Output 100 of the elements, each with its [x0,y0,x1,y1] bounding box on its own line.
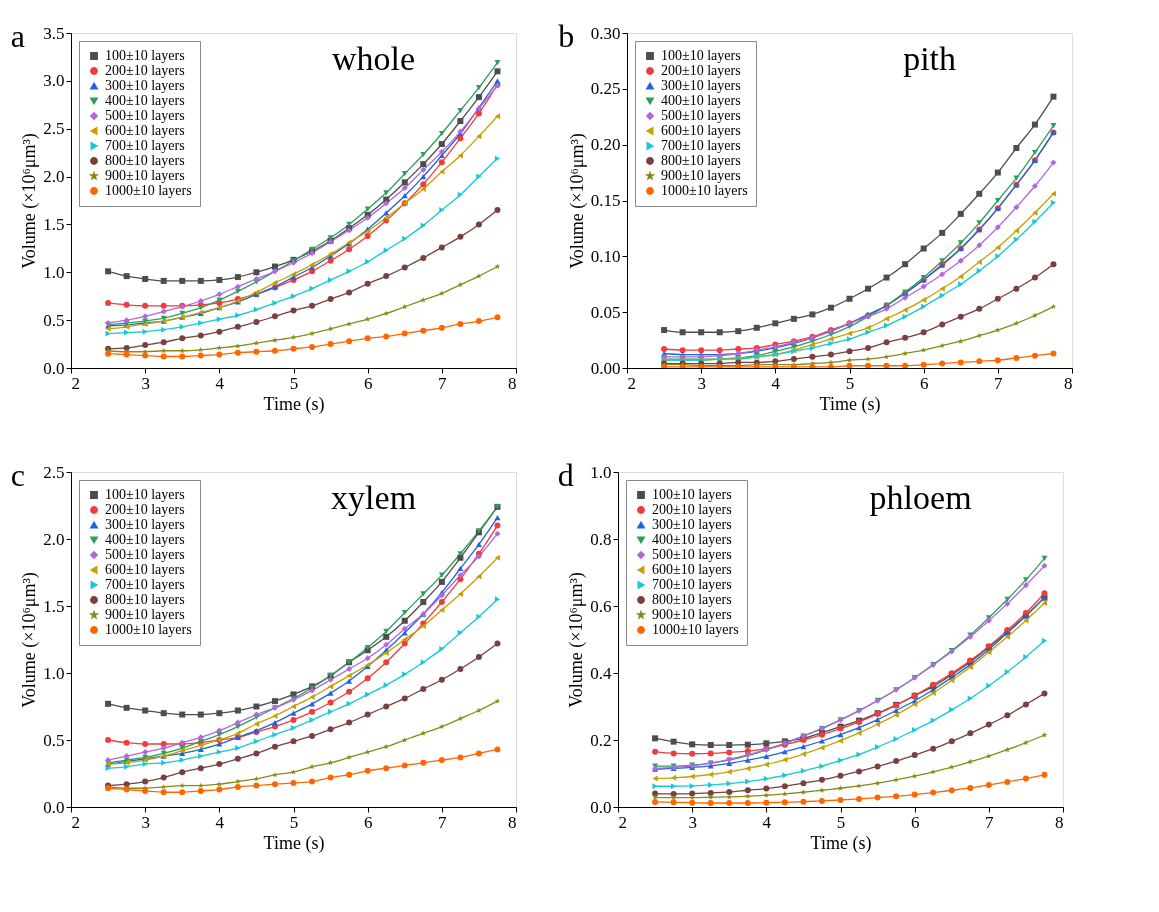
y-tick-label: 0.0 [590,797,612,817]
legend-label: 400±10 layers [105,93,185,108]
legend-label: 900±10 layers [652,607,732,622]
legend-label: 1000±10 layers [105,622,192,637]
y-axis-title: Volume (×10⁶μm³) [566,572,588,708]
x-tick-label: 2 [618,812,627,832]
x-tick-label: 3 [141,373,150,393]
legend-label: 1000±10 layers [652,622,739,637]
x-tick-label: 4 [762,812,772,832]
legend-label: 800±10 layers [105,592,185,607]
y-tick-label: 0.4 [590,663,612,683]
legend-label: 1000±10 layers [105,183,192,198]
y-tick-label: 1.5 [43,596,65,616]
x-tick-label: 8 [1064,373,1073,393]
legend-label: 900±10 layers [661,168,741,183]
x-tick-label: 5 [845,373,855,393]
chart-title: b [558,18,575,54]
x-tick-label: 8 [508,812,517,832]
legend-label: 400±10 layers [652,532,732,547]
y-tick-label: 0.6 [590,596,612,616]
legend-label: 200±10 layers [105,63,185,78]
chart-title: a [10,18,25,54]
legend-label: 100±10 layers [105,487,185,502]
y-tick-label: 3.5 [43,23,65,43]
x-tick-label: 8 [1055,812,1064,832]
x-tick-label: 2 [71,373,80,393]
x-axis-title: Time (s) [263,832,325,854]
x-tick-label: 3 [697,373,706,393]
legend-label: 300±10 layers [105,78,185,93]
legend-label: 700±10 layers [652,577,732,592]
x-tick-label: 6 [919,373,929,393]
chart-title: d [557,457,574,493]
legend-label: 600±10 layers [105,562,185,577]
x-axis-title: Time (s) [263,393,325,415]
legend-label: 200±10 layers [652,502,732,517]
legend-label: 500±10 layers [105,108,185,123]
y-tick-label: 1.0 [43,663,65,683]
y-tick-label: 0.15 [590,191,621,210]
y-tick-label: 0.30 [590,23,621,43]
legend-label: 700±10 layers [105,138,185,153]
y-tick-label: 0.00 [590,358,621,378]
x-tick-label: 2 [627,373,636,393]
legend-label: 700±10 layers [105,577,185,592]
legend-label: 500±10 layers [105,547,185,562]
legend-label: 100±10 layers [105,48,185,63]
legend-label: 200±10 layers [661,63,741,78]
y-tick-label: 0.0 [43,358,65,378]
x-tick-label: 4 [215,812,225,832]
legend-label: 600±10 layers [105,123,185,138]
legend-label: 600±10 layers [652,562,732,577]
legend-label: 400±10 layers [105,532,185,547]
x-tick-label: 7 [985,812,995,832]
legend-label: 300±10 layers [661,78,741,93]
y-axis-title: Volume (×10⁶μm³) [566,133,588,269]
y-axis-title: Volume (×10⁶μm³) [19,133,41,269]
x-tick-label: 4 [771,373,781,393]
y-tick-label: 2.5 [43,119,65,139]
legend-label: 100±10 layers [652,487,732,502]
y-tick-label: 0.10 [590,246,621,266]
x-axis-title: Time (s) [810,832,872,854]
x-tick-label: 7 [994,373,1004,393]
legend-label: 100±10 layers [661,48,741,63]
y-tick-label: 1.5 [43,214,65,234]
x-tick-label: 4 [215,373,225,393]
legend-label: 300±10 layers [652,517,732,532]
annotation: xylem [331,479,417,516]
y-tick-label: 0.2 [590,730,612,750]
y-tick-label: 2.0 [43,529,65,549]
y-tick-label: 1.0 [43,262,65,282]
legend-label: 900±10 layers [105,168,185,183]
x-tick-label: 5 [289,373,299,393]
x-tick-label: 7 [438,812,448,832]
x-tick-label: 5 [836,812,846,832]
x-tick-label: 6 [910,812,920,832]
x-axis-title: Time (s) [819,393,881,415]
y-tick-label: 0.05 [590,302,621,322]
legend-label: 800±10 layers [652,592,732,607]
x-tick-label: 2 [71,812,80,832]
legend-label: 500±10 layers [652,547,732,562]
x-tick-label: 6 [363,373,373,393]
y-tick-label: 0.5 [43,310,65,330]
x-tick-label: 7 [438,373,448,393]
legend-label: 900±10 layers [105,607,185,622]
annotation: whole [332,40,416,77]
x-tick-label: 6 [363,812,373,832]
y-axis-title: Volume (×10⁶μm³) [19,572,41,708]
x-tick-label: 3 [141,812,150,832]
y-tick-label: 0.25 [590,79,621,99]
legend-label: 600±10 layers [661,123,741,138]
y-tick-label: 0.0 [43,797,65,817]
chart-title: c [10,457,25,493]
y-tick-label: 1.0 [590,462,612,482]
x-tick-label: 5 [289,812,299,832]
legend-label: 300±10 layers [105,517,185,532]
annotation: pith [903,40,957,77]
legend-label: 500±10 layers [661,108,741,123]
y-tick-label: 0.20 [590,135,621,155]
legend-label: 400±10 layers [661,93,741,108]
legend-label: 800±10 layers [661,153,741,168]
x-tick-label: 8 [508,373,517,393]
